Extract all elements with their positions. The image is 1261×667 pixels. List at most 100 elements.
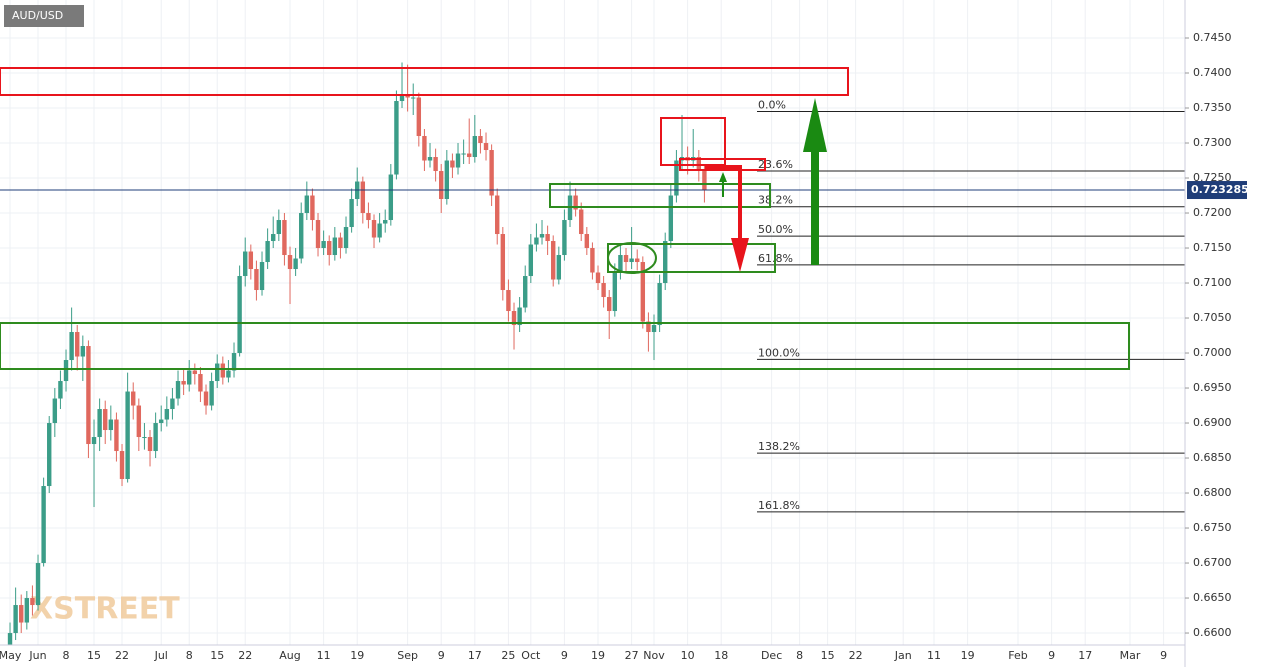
candle-body: [69, 332, 74, 361]
candle-body: [321, 241, 326, 249]
candle-body: [601, 283, 606, 298]
candle-body: [366, 213, 371, 221]
fib-label: 23.6%: [758, 158, 793, 171]
y-tick-label: 0.6700: [1193, 556, 1232, 569]
candle-body: [276, 220, 282, 235]
candle-body: [349, 199, 354, 228]
x-tick-label: 19: [591, 649, 605, 662]
candle-body: [467, 153, 472, 158]
candle-body: [377, 223, 382, 238]
candle-body: [147, 437, 153, 452]
y-tick-label: 0.6900: [1193, 416, 1232, 429]
fib-label: 38.2%: [758, 194, 793, 207]
x-tick-label: 22: [238, 649, 252, 662]
y-tick-label: 0.6650: [1193, 591, 1232, 604]
candle-body: [573, 195, 578, 210]
resistance-zone: [0, 67, 849, 96]
candle-body: [52, 398, 58, 424]
candle-body: [259, 262, 265, 291]
axes: 0.6600 0.6650 0.6700 0.6750 0.6800 0.6850 0.69…: [0, 31, 1249, 662]
annotations: [0, 67, 1130, 370]
fib-label: 100.0%: [758, 346, 800, 359]
x-tick-label: Jan: [894, 649, 912, 662]
x-tick-label: 9: [1160, 649, 1167, 662]
candle-body: [523, 276, 528, 308]
candle-body: [265, 241, 270, 263]
x-tick-label: 8: [63, 649, 70, 662]
candle-body: [19, 605, 24, 623]
candle-body: [394, 101, 399, 175]
y-tick-label: 0.7050: [1193, 311, 1232, 324]
candle-body: [13, 605, 18, 634]
candle-body: [478, 136, 483, 144]
candle-body: [170, 398, 175, 410]
x-tick-label: 11: [927, 649, 941, 662]
candle-body: [657, 283, 662, 326]
candle-body: [243, 251, 248, 277]
candle-body: [427, 157, 433, 161]
candle-body: [248, 251, 254, 270]
x-tick-label: Jul: [154, 649, 168, 662]
candle-body: [674, 160, 679, 196]
candle-body: [338, 237, 343, 249]
candle-body: [58, 381, 63, 399]
y-tick-label: 0.7000: [1193, 346, 1232, 359]
candle-body: [282, 220, 287, 256]
candle-body: [506, 290, 511, 312]
candle-body: [528, 244, 534, 277]
candle-body: [108, 419, 114, 431]
candle-body: [103, 409, 108, 431]
arrow-head: [803, 98, 827, 152]
candle-body: [136, 405, 142, 438]
candle-body: [461, 153, 466, 155]
candle-body: [584, 234, 590, 249]
candle-body: [175, 381, 181, 399]
candle-body: [635, 258, 640, 263]
candle-body: [472, 136, 478, 158]
candle-body: [63, 360, 69, 382]
candle-body: [551, 241, 556, 280]
candle-body: [556, 255, 562, 280]
arrow: [705, 165, 742, 240]
fib-label: 161.8%: [758, 499, 800, 512]
x-tick-label: 9: [1048, 649, 1055, 662]
candle-body: [450, 160, 455, 168]
candle-body: [203, 391, 209, 406]
candle-body: [607, 297, 612, 312]
support-zone: [549, 183, 771, 208]
y-tick-label: 0.7200: [1193, 206, 1232, 219]
time-axis: [0, 645, 1185, 667]
candle-body: [231, 353, 237, 371]
x-tick-label: 15: [87, 649, 101, 662]
box: [660, 117, 726, 166]
symbol: AUD/USD: [12, 9, 63, 22]
y-tick-label: 0.7250: [1193, 171, 1232, 184]
candle-body: [433, 157, 438, 172]
candle-body: [47, 423, 52, 487]
y-tick-label: 0.7350: [1193, 101, 1232, 114]
candle-body: [612, 272, 618, 312]
box: [679, 158, 766, 171]
candle-body: [80, 346, 86, 357]
candle-body: [226, 370, 231, 378]
arrow-head: [719, 172, 727, 182]
x-tick-label: 17: [1078, 649, 1092, 662]
x-tick-label: 8: [796, 649, 803, 662]
candle-body: [220, 363, 226, 378]
candle-body: [192, 370, 198, 375]
candles: [0, 62, 1185, 667]
y-tick-label: 0.7150: [1193, 241, 1232, 254]
candle-body: [30, 598, 35, 606]
candle-body: [75, 332, 80, 357]
x-tick-label: Nov: [643, 649, 665, 662]
x-tick-label: Sep: [397, 649, 418, 662]
x-tick-label: 27: [625, 649, 639, 662]
candle-body: [545, 234, 550, 242]
candle-body: [360, 181, 366, 214]
candle-body: [618, 255, 623, 273]
candle-body: [114, 419, 119, 452]
x-tick-label: May: [0, 649, 22, 662]
candle-body: [164, 409, 170, 420]
candle-body: [304, 195, 310, 214]
